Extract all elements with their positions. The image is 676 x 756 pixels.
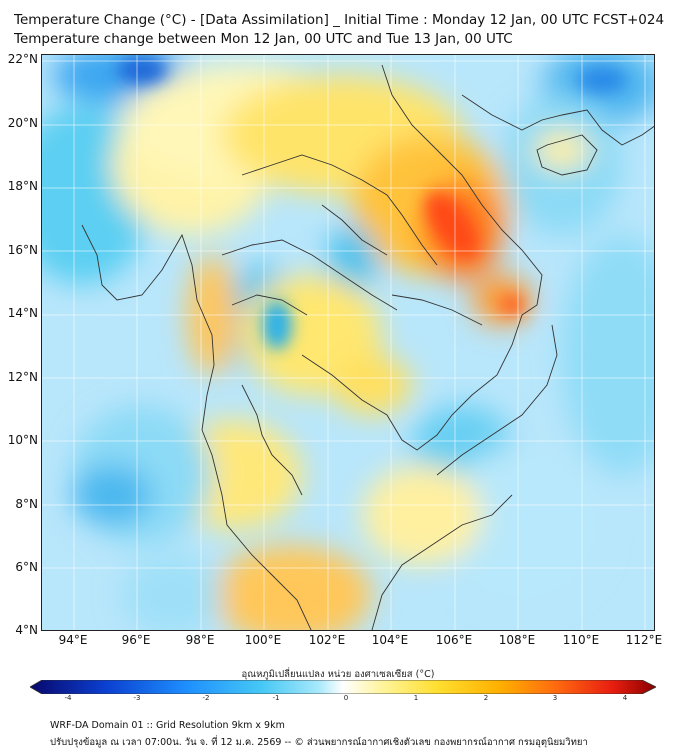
- lon-label: 100°E: [244, 633, 282, 647]
- lon-label: 112°E: [625, 633, 663, 647]
- lat-label: 16°N: [7, 243, 38, 257]
- lat-label: 18°N: [7, 179, 38, 193]
- chart-title: Temperature Change (°C) - [Data Assimila…: [14, 12, 665, 28]
- lon-label: 98°E: [185, 633, 215, 647]
- lat-label: 4°N: [15, 623, 38, 637]
- lat-label: 10°N: [7, 433, 38, 447]
- colorbar-tick: -4: [64, 694, 72, 702]
- coastlines-borders: [81, 64, 654, 630]
- colorbar-tick: 0: [343, 694, 349, 702]
- lon-label: 104°E: [371, 633, 409, 647]
- colorbar-title: อุณหภูมิเปลี่ยนแปลง หน่วย องศาเซลเซียส (…: [241, 669, 435, 680]
- gridlines: [42, 55, 654, 630]
- lon-label: 108°E: [498, 633, 536, 647]
- lat-label: 6°N: [15, 560, 38, 574]
- colorbar-tick: 3: [552, 694, 558, 702]
- colorbar-tick: -3: [133, 694, 141, 702]
- lat-label: 12°N: [7, 370, 38, 384]
- lon-label: 110°E: [562, 633, 600, 647]
- lon-label: 106°E: [435, 633, 473, 647]
- map-canvas: [42, 55, 654, 630]
- footer-update-info: ปรับปรุงข้อมูล ณ เวลา 07:00น. วัน จ. ที่…: [50, 737, 588, 748]
- colorbar-tick: 2: [483, 694, 489, 702]
- chart-subtitle: Temperature change between Mon 12 Jan, 0…: [14, 31, 513, 47]
- lat-label: 8°N: [15, 497, 38, 511]
- colorbar-tick: -1: [272, 694, 280, 702]
- lat-label: 22°N: [7, 52, 38, 66]
- lon-label: 102°E: [308, 633, 346, 647]
- lat-label: 20°N: [7, 116, 38, 130]
- lat-label: 14°N: [7, 306, 38, 320]
- colorbar: [30, 680, 656, 694]
- colorbar-tick: -2: [202, 694, 210, 702]
- colorbar-tick: 1: [413, 694, 419, 702]
- colorbar-tick: 4: [622, 694, 628, 702]
- lon-label: 94°E: [58, 633, 88, 647]
- temperature-change-map[interactable]: [41, 54, 655, 631]
- footer-model-info: WRF-DA Domain 01 :: Grid Resolution 9km …: [50, 720, 285, 731]
- lon-label: 96°E: [121, 633, 151, 647]
